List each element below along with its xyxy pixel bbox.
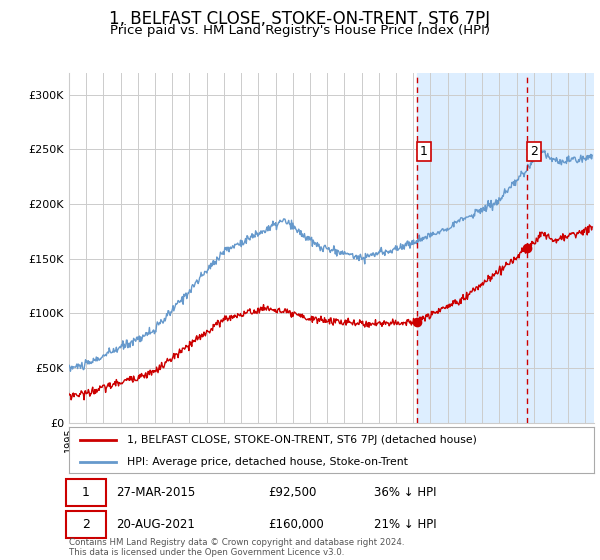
Text: 2: 2 [530,145,538,158]
Text: 1, BELFAST CLOSE, STOKE-ON-TRENT, ST6 7PJ (detached house): 1, BELFAST CLOSE, STOKE-ON-TRENT, ST6 7P… [127,435,476,445]
Text: 36% ↓ HPI: 36% ↓ HPI [373,486,436,499]
Text: 20-AUG-2021: 20-AUG-2021 [116,517,195,531]
FancyBboxPatch shape [67,479,106,506]
FancyBboxPatch shape [67,511,106,538]
Text: Price paid vs. HM Land Registry's House Price Index (HPI): Price paid vs. HM Land Registry's House … [110,24,490,36]
Bar [417,73,600,423]
Text: £92,500: £92,500 [269,486,317,499]
Text: 1: 1 [82,486,90,499]
Text: 1: 1 [420,145,428,158]
Text: 2: 2 [82,517,90,531]
Text: 27-MAR-2015: 27-MAR-2015 [116,486,196,499]
Text: Contains HM Land Registry data © Crown copyright and database right 2024.
This d: Contains HM Land Registry data © Crown c… [69,538,404,557]
Text: HPI: Average price, detached house, Stoke-on-Trent: HPI: Average price, detached house, Stok… [127,457,407,466]
Text: 21% ↓ HPI: 21% ↓ HPI [373,517,436,531]
Text: £160,000: £160,000 [269,517,324,531]
Text: 1, BELFAST CLOSE, STOKE-ON-TRENT, ST6 7PJ: 1, BELFAST CLOSE, STOKE-ON-TRENT, ST6 7P… [109,10,491,28]
